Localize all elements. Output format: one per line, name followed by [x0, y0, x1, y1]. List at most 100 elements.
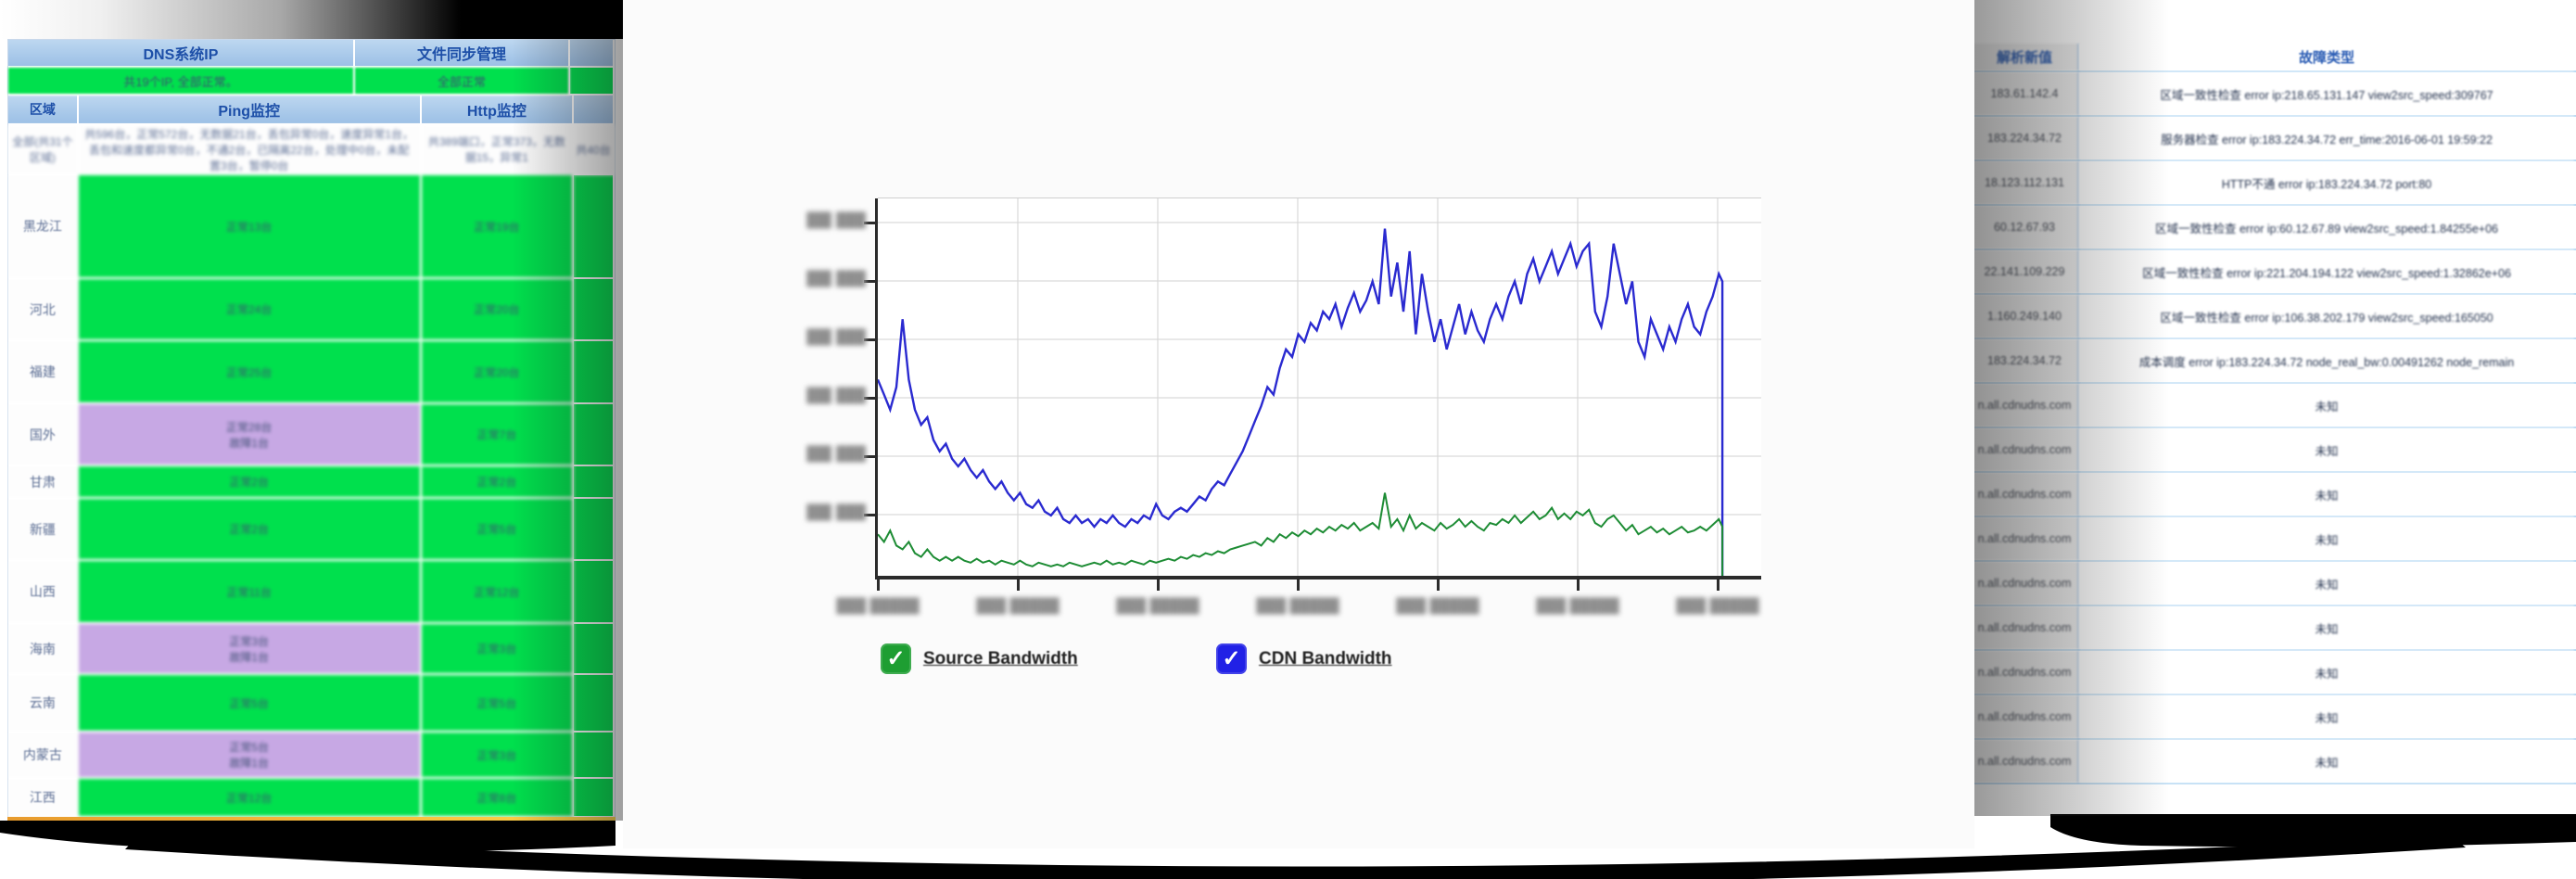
x-tick-label: ███ █████ [1116, 598, 1199, 614]
source-bandwidth-series-line [878, 492, 1724, 576]
ping-status-cell: 正常28台 故障1台 [78, 404, 422, 466]
y-tick-label: ██▌███ [806, 504, 866, 520]
fault-row: 22.141.109.229 区域一致性检查 error ip:221.204.1… [1972, 250, 2576, 295]
resolved-value: n.all.cdnudns.com [1972, 562, 2079, 605]
http-status-cell: 正常20台 [421, 341, 575, 404]
column-header-resolved-value: 解析新值 [1972, 44, 2079, 70]
summary-ping: 共596台，正常572台，无数据21台，丢包异常0台，速度异常1台，丢包和速度都… [78, 125, 422, 175]
fault-type: 未知 [2079, 428, 2574, 471]
legend-item-source-bandwidth: ✓ Source Bandwidth [881, 643, 1078, 674]
cdn-bandwidth-label[interactable]: CDN Bandwidth [1259, 648, 1392, 669]
cut-status-cell [574, 499, 615, 561]
fault-row: 1.160.249.140 区域一致性检查 error ip:106.38.202… [1972, 295, 2576, 339]
x-tick-mark [1437, 580, 1440, 591]
resolved-value: 1.160.249.140 [1972, 295, 2079, 338]
resolved-value: n.all.cdnudns.com [1972, 517, 2079, 560]
x-tick-mark [1577, 580, 1580, 591]
left-table-column-header-row: 区域 Ping监控 Http监控 [8, 96, 615, 125]
cut-status-cell [574, 675, 615, 732]
x-tick-mark [1717, 580, 1719, 591]
region-name: 黑龙江 [8, 175, 79, 279]
x-tick-mark [1157, 580, 1160, 591]
fault-row: 18.123.112.131 HTTP不通 error ip:183.224.34… [1972, 161, 2576, 206]
resolved-value: 183.61.142.4 [1972, 72, 2079, 115]
fault-table: 解析新值 故障类型 183.61.142.4 区域一致性检查 error ip:2… [1972, 44, 2576, 784]
dns-ip-group-header: DNS系统IP [8, 40, 355, 68]
ping-status-cell: 正常2台 [78, 499, 422, 561]
file-sync-group-header: 文件同步管理 [354, 40, 571, 68]
region-row: 江西 正常12台 正常8台 [8, 779, 615, 818]
fault-row: 183.224.34.72 服务器检查 error ip:183.224.34.7… [1972, 117, 2576, 161]
fault-type: 区域一致性检查 error ip:218.65.131.147 view2src… [2079, 72, 2574, 115]
ping-status-cell: 正常5台 故障1台 [78, 732, 422, 779]
fault-type: 成本调度 error ip:183.224.34.72 node_real_bw… [2079, 339, 2574, 382]
y-tick-mark [864, 397, 875, 400]
cut-status-cell [574, 175, 615, 279]
y-tick-mark [864, 222, 875, 224]
region-row: 福建 正常25台 正常20台 [8, 341, 615, 404]
source-bandwidth-label[interactable]: Source Bandwidth [923, 648, 1078, 669]
fault-row: 183.224.34.72 成本调度 error ip:183.224.34.72… [1972, 339, 2576, 384]
fault-type: 区域一致性检查 error ip:106.38.202.179 view2src… [2079, 295, 2574, 338]
fault-type: 区域一致性检查 error ip:60.12.67.89 view2src_sp… [2079, 206, 2574, 248]
region-row: 山西 正常11台 正常12台 [8, 561, 615, 624]
cdn-bandwidth-checkbox[interactable]: ✓ [1216, 643, 1247, 674]
cut-group-header [570, 40, 615, 68]
y-tick-label: ██▌███ [806, 388, 866, 403]
resolved-value: 60.12.67.93 [1972, 206, 2079, 248]
resolved-value: n.all.cdnudns.com [1972, 651, 2079, 694]
region-name: 福建 [8, 341, 79, 404]
http-status-cell: 正常12台 [421, 561, 575, 624]
fault-type: 未知 [2079, 651, 2574, 694]
top-left-dark-gradient [0, 0, 623, 39]
summary-region: 全部(共31个区域) [8, 125, 79, 175]
left-table-group-header-row: DNS系统IP 文件同步管理 [8, 40, 615, 68]
fault-row: n.all.cdnudns.com 未知 [1972, 428, 2576, 473]
fault-type: 未知 [2079, 517, 2574, 560]
fault-table-body: 183.61.142.4 区域一致性检查 error ip:218.65.131.… [1972, 72, 2576, 784]
cdn-bandwidth-series-line [878, 228, 1724, 576]
fault-type: 服务器检查 error ip:183.224.34.72 err_time:20… [2079, 117, 2574, 159]
source-bandwidth-checkbox[interactable]: ✓ [881, 643, 911, 674]
x-tick-label: ███ █████ [836, 598, 920, 614]
resolved-value: n.all.cdnudns.com [1972, 695, 2079, 738]
summary-http: 共389端口，正常373，无数据15，异常1 [421, 125, 575, 175]
cut-column-header [574, 96, 615, 125]
y-tick-label: ██▌███ [806, 446, 866, 462]
region-name: 山西 [8, 561, 79, 624]
cut-status-cell [574, 341, 615, 404]
resolved-value: n.all.cdnudns.com [1972, 428, 2079, 471]
region-row: 海南 正常3台 故障1台 正常3台 [8, 624, 615, 675]
fault-type: 区域一致性检查 error ip:221.204.194.122 view2sr… [2079, 250, 2574, 293]
column-header-fault-type: 故障类型 [2079, 44, 2574, 70]
region-name: 甘肃 [8, 466, 79, 499]
cut-status-cell [574, 404, 615, 466]
region-row: 国外 正常28台 故障1台 正常7台 [8, 404, 615, 466]
x-tick-label: ███ █████ [1396, 598, 1479, 614]
fault-row: n.all.cdnudns.com 未知 [1972, 473, 2576, 517]
fault-row: n.all.cdnudns.com 未知 [1972, 651, 2576, 695]
left-monitor-table: DNS系统IP 文件同步管理 共19个IP, 全部正常。 全部正常 区域 Pin… [7, 39, 615, 819]
ping-status-cell: 正常5台 [78, 675, 422, 732]
y-tick-mark [864, 514, 875, 516]
left-table-body: 黑龙江 正常13台 正常19台 河北 正常24台 正常20台 福建 正常25台 正常20台 国外正… [8, 175, 615, 818]
ping-status-cell: 正常24台 [78, 279, 422, 341]
bandwidth-line-chart [878, 198, 1761, 576]
fault-table-header-row: 解析新值 故障类型 [1972, 44, 2576, 72]
region-name: 内蒙古 [8, 732, 79, 779]
ping-status-cell: 正常25台 [78, 341, 422, 404]
region-row: 甘肃 正常2台 正常2台 [8, 466, 615, 499]
y-tick-label: ██▌███ [806, 271, 866, 287]
fault-type: 未知 [2079, 562, 2574, 605]
resolved-value: 22.141.109.229 [1972, 250, 2079, 293]
ping-status-cell: 正常3台 故障1台 [78, 624, 422, 675]
x-tick-label: ███ █████ [1536, 598, 1619, 614]
resolved-value: n.all.cdnudns.com [1972, 606, 2079, 649]
ping-status-cell: 正常11台 [78, 561, 422, 624]
region-row: 黑龙江 正常13台 正常19台 [8, 175, 615, 279]
fault-row: n.all.cdnudns.com 未知 [1972, 562, 2576, 606]
http-status-cell: 正常5台 [421, 499, 575, 561]
fault-type: 未知 [2079, 740, 2574, 783]
bandwidth-chart-plot-area [864, 197, 1761, 591]
